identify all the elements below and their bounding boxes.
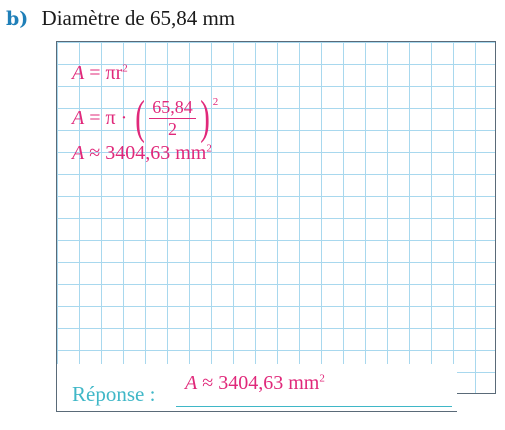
answer-value: A ≈ 3404,63 mm2 — [185, 372, 325, 394]
exercise-header: b) Diamètre de 65,84 mm — [6, 6, 235, 31]
answer-line[interactable] — [176, 406, 452, 407]
work-line-3: A ≈ 3404,63 mm2 — [72, 142, 212, 164]
item-statement: Diamètre de 65,84 mm — [41, 6, 236, 30]
work-line-2: A = π · ( 65,84 2 ) 2 — [72, 91, 219, 144]
fraction-numerator: 65,84 — [149, 97, 196, 119]
work-line-1: A = πr2 — [72, 62, 128, 84]
exponent: 2 — [212, 96, 219, 108]
fraction-denominator: 2 — [168, 118, 177, 139]
answer-area — [56, 364, 457, 412]
item-letter: b) — [6, 8, 29, 30]
answer-label: Réponse : — [72, 382, 156, 406]
grid-paper — [56, 41, 496, 394]
fraction: 65,84 2 — [149, 97, 196, 140]
right-paren: ) — [199, 91, 210, 144]
left-paren: ( — [135, 91, 146, 144]
